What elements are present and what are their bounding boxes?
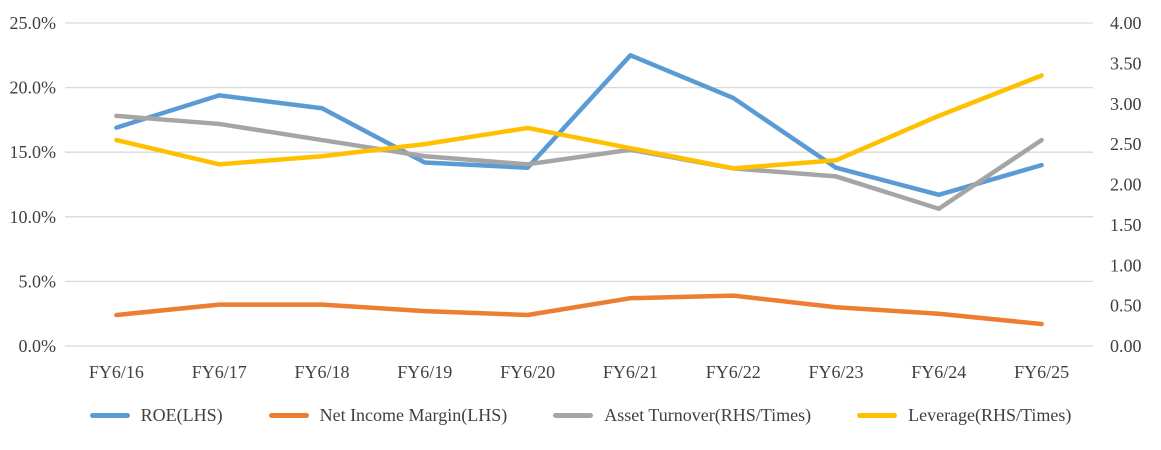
legend-label-net-income-margin: Net Income Margin(LHS) [319,405,508,425]
series-line-roe-lhs [114,53,1044,198]
left-axis-tick-label: 0.0% [19,336,57,356]
left-axis-tick-label: 10.0% [10,207,57,227]
legend-label-leverage: Leverage(RHS/Times) [908,405,1072,425]
legend-swatch-leverage [857,413,898,418]
left-axis-tick-label: 25.0% [10,13,57,33]
right-axis-tick-label: 4.00 [1110,13,1142,33]
right-axis-tick-label: 0.50 [1110,296,1142,316]
right-axis-tick-label: 3.50 [1110,53,1142,73]
legend-swatch-roe [89,413,130,418]
legend-item-leverage: Leverage(RHS/Times) [857,405,1071,426]
right-axis-tick-label: 2.00 [1110,175,1142,195]
right-axis-tick-label: 0.00 [1110,336,1142,356]
right-axis-tick-label: 2.50 [1110,134,1142,154]
right-axis-tick-label: 1.00 [1110,255,1142,275]
legend-item-roe: ROE(LHS) [89,405,223,426]
x-axis-tick-label: FY6/18 [294,362,349,382]
x-axis-tick-label: FY6/21 [603,362,658,382]
x-axis-tick-label: FY6/16 [89,362,144,382]
x-axis-tick-label: FY6/24 [911,362,966,382]
series-line-asset-turnover-rhs-times [114,113,1044,211]
right-axis-tick-label: 3.00 [1110,94,1142,114]
x-axis-tick-label: FY6/23 [808,362,863,382]
legend-label-asset-turnover: Asset Turnover(RHS/Times) [604,405,812,425]
left-axis-tick-label: 20.0% [10,78,57,98]
series-line-leverage-rhs-times [114,73,1044,171]
legend-swatch-asset-turnover [553,413,594,418]
left-axis-tick-label: 5.0% [19,271,57,291]
chart-legend: ROE(LHS) Net Income Margin(LHS) Asset Tu… [0,405,1161,426]
series-line-net-income-margin-lhs [114,293,1044,327]
legend-item-asset-turnover: Asset Turnover(RHS/Times) [553,405,811,426]
x-axis-tick-label: FY6/17 [192,362,247,382]
legend-swatch-net-income-margin [268,413,309,418]
legend-label-roe: ROE(LHS) [140,405,223,425]
legend-item-net-income-margin: Net Income Margin(LHS) [268,405,508,426]
left-axis-tick-label: 15.0% [10,142,57,162]
x-axis-tick-label: FY6/20 [500,362,555,382]
right-axis-tick-label: 1.50 [1110,215,1142,235]
x-axis-tick-label: FY6/22 [706,362,761,382]
x-axis-tick-label: FY6/25 [1014,362,1069,382]
x-axis-tick-label: FY6/19 [397,362,452,382]
